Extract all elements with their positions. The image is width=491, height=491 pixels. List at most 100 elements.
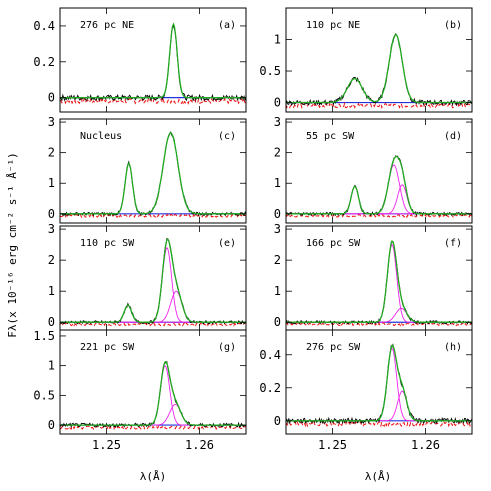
panel-h: 0 0.2 0.4 1.25 1.26 276 pc SW (h) [259,329,473,452]
observed-spectrum [60,237,246,325]
panel-region-label: 110 pc SW [80,238,135,249]
residual-line [60,424,246,431]
residual-line [286,212,472,219]
y-tick-label: 1 [274,284,281,298]
x-tick-label: 1.26 [185,438,214,452]
panel-tag: (g) [218,342,236,353]
total-fit [286,344,472,422]
y-tick-label: 0.4 [259,348,281,362]
total-fit [60,238,246,323]
y-tick-label: 2 [274,253,281,267]
y-tick-label: 3 [274,222,281,236]
component-gaussian-3 [60,290,246,323]
panel-f: 0 1 2 3 166 pc SW (f) [274,222,473,331]
x-tick-label: 1.25 [318,438,347,452]
residual-line [286,101,472,110]
panel-tag: (b) [444,20,462,31]
panel-curves [60,131,246,219]
observed-spectrum [286,343,472,425]
residual-line [286,321,472,327]
component-gaussian-1 [60,304,246,323]
panel-tag: (a) [218,20,236,31]
panel-region-label: 276 pc SW [306,342,361,353]
panel-tag: (h) [444,342,462,353]
observed-spectrum [60,131,246,217]
observed-spectrum [60,361,246,429]
x-axis-title-left: λ(Å) [140,470,167,483]
component-gaussian-3 [286,184,472,215]
total-fit [286,33,472,104]
panel-region-label: 276 pc NE [80,20,134,31]
panel-frame [285,329,473,435]
panel-curves [286,155,472,219]
y-tick-label: 0 [48,91,55,105]
y-tick-label: 0.2 [33,55,55,69]
total-fit [60,22,246,99]
panel-curves [60,237,246,327]
residual-line [60,96,246,105]
y-tick-label: 3 [48,115,55,129]
component-gaussian-2 [60,246,246,323]
panel-frame [285,7,473,113]
y-tick-label: 0 [48,418,55,432]
panel-e: 0 1 2 3 110 pc SW (e) [48,222,247,331]
panel-d: 0 1 2 3 55 pc SW (d) [274,115,473,224]
y-tick-label: 0 [274,414,281,428]
panel-tag: (d) [444,131,462,142]
panel-frame [59,118,247,224]
panel-region-label: 110 pc NE [306,20,360,31]
y-tick-label: 2 [48,146,55,160]
y-tick-label: 1 [274,176,281,190]
y-tick-label: 0.5 [259,64,281,78]
x-axis-title-right: λ(Å) [365,470,392,483]
y-tick-label: 0.4 [33,19,55,33]
panel-curves [286,343,472,428]
panel-tag: (e) [218,238,236,249]
y-tick-label: 0 [274,207,281,221]
panel-region-label: 55 pc SW [306,131,355,142]
panel-curves [286,240,472,327]
component-gaussian-2 [286,164,472,215]
y-tick-label: 1 [274,33,281,47]
y-axis-title: Fλ(x 10⁻¹⁶ erg cm⁻² s⁻¹ Å⁻¹) [6,152,19,337]
residual-line [60,213,246,219]
component-gaussian-1 [286,243,472,323]
residual-line [60,321,246,327]
observed-spectrum [286,241,472,325]
panel-region-label: 221 pc SW [80,342,135,353]
residual-line [286,420,472,428]
component-gaussian-2 [286,390,472,422]
total-fit [286,155,472,215]
y-tick-label: 0.2 [259,381,281,395]
panel-frame [285,118,473,224]
y-tick-label: 3 [48,222,55,236]
component-gaussian-1 [286,185,472,215]
panel-frame [59,329,247,435]
component-gaussian-1 [60,364,246,426]
panel-g: 0 0.5 1 1.5 1.25 1.26 221 pc SW (g) [33,329,247,452]
y-tick-label: 1 [48,176,55,190]
panel-tag: (c) [218,131,236,142]
y-tick-label: 2 [48,253,55,267]
y-tick-label: 1 [48,359,55,373]
x-tick-label: 1.25 [92,438,121,452]
y-tick-label: 1.5 [33,329,55,343]
y-tick-label: 2 [274,146,281,160]
observed-spectrum [286,155,472,217]
panel-a: 0 0.2 0.4 276 pc NE (a) [33,7,247,113]
observed-spectrum [286,33,472,107]
panel-frame [59,7,247,113]
y-tick-label: 0.5 [33,388,55,402]
y-tick-label: 0 [274,315,281,329]
panels-group: 0 0.2 0.4 276 pc NE (a) 0 0.5 1 110 pc NE (b) 0 1 2 3… [33,7,473,452]
total-fit [60,360,246,426]
panel-curves [60,22,246,105]
panel-tag: (f) [444,238,462,249]
panel-region-label: 166 pc SW [306,238,361,249]
y-tick-label: 0 [274,96,281,110]
y-tick-label: 3 [274,115,281,129]
y-tick-label: 0 [48,315,55,329]
total-fit [286,240,472,323]
y-tick-label: 1 [48,284,55,298]
